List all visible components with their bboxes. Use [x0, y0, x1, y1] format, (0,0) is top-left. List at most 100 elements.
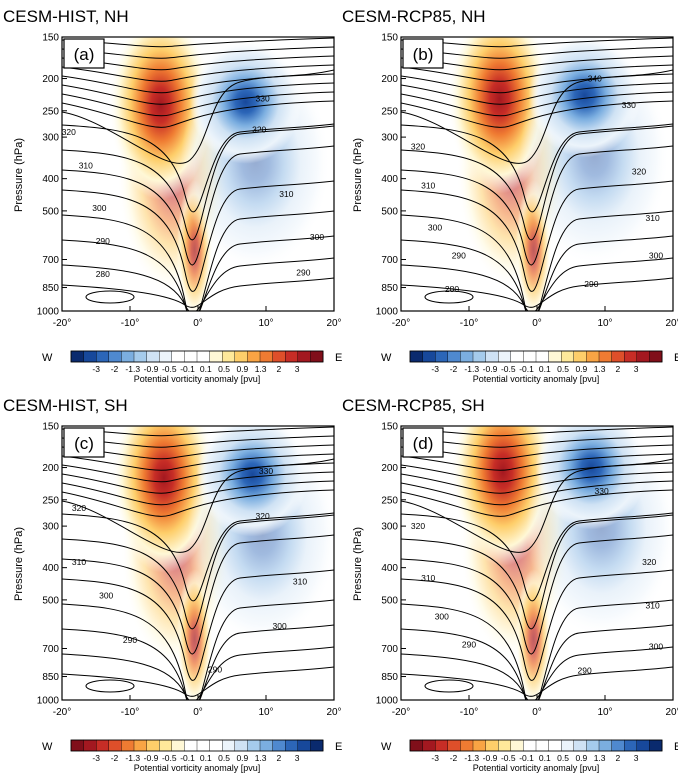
colorbar-cell: [158, 739, 173, 752]
x-tick-label: 20°: [326, 318, 341, 329]
colorbar-cell: [472, 350, 487, 363]
colorbar-cell: [196, 739, 211, 752]
x-tick-label: -10°: [121, 707, 139, 718]
contour-label: 290: [208, 665, 222, 675]
anomaly-field: [447, 37, 670, 311]
colorbar-cell: [184, 739, 198, 752]
colorbar-cell: [285, 739, 299, 752]
colorbar-cell: [146, 350, 160, 363]
y-tick-label: 1000: [37, 307, 60, 318]
isentrope-contour: [62, 462, 334, 483]
colorbar-cell: [510, 350, 524, 363]
colorbar-tick-label: 0.1: [200, 753, 212, 763]
isentrope-contour: [62, 64, 334, 82]
surface-contour: [85, 679, 135, 693]
y-tick-label: 200: [381, 74, 398, 85]
colorbar-cell: [447, 739, 461, 752]
y-tick-label: 300: [381, 133, 398, 144]
y-tick-label: 300: [42, 522, 59, 533]
contour-label: 300: [310, 232, 324, 242]
isentrope-contour: [62, 100, 334, 128]
panel-title: CESM-HIST, NH: [3, 7, 129, 26]
colorbar-tick-label: -1.3: [125, 364, 140, 374]
isentrope-contour: [401, 180, 673, 292]
colorbar-cell: [535, 350, 550, 363]
y-tick-label: 1000: [376, 307, 399, 318]
colorbar-cell: [196, 350, 211, 363]
colorbar-tick-label: -3: [431, 364, 439, 374]
isentrope-contour: [62, 82, 334, 105]
contour-label: 330: [622, 100, 636, 110]
y-tick-label: 700: [42, 255, 59, 266]
colorbar-cell: [649, 739, 663, 752]
y-tick-label: 500: [42, 206, 59, 217]
contour-label: 310: [279, 189, 293, 199]
contour-label: 300: [435, 611, 449, 621]
colorbar-tick-label: 0.1: [539, 364, 551, 374]
colorbar-cell: [498, 350, 512, 363]
colorbar-tick-label: 0.9: [575, 364, 587, 374]
colorbar-tick-label: 3: [295, 364, 300, 374]
isentrope-contour: [401, 462, 673, 483]
contour-label: 290: [123, 635, 137, 645]
isentrope-contour: [401, 489, 673, 517]
contour-label: 320: [411, 521, 425, 531]
isentrope-contour: [401, 599, 673, 700]
contour-label: 320: [62, 127, 76, 137]
colorbar-tick-label: -1.3: [464, 753, 479, 763]
colorbar-tick-label: -3: [431, 753, 439, 763]
anomaly-field: [112, 426, 334, 700]
colorbar-cell: [171, 739, 185, 752]
isentrope-contour: [401, 514, 673, 630]
colorbar-cell: [297, 739, 311, 752]
contour-label: 320: [411, 141, 425, 151]
panel-title: CESM-RCP85, SH: [342, 396, 485, 415]
x-tick-label: 20°: [326, 707, 341, 718]
isentrope-contour: [62, 489, 334, 517]
contour-label: 300: [92, 203, 106, 213]
colorbar-cell: [146, 739, 160, 752]
colorbar-cell: [272, 350, 286, 363]
isentrope-contour: [401, 471, 673, 494]
isentrope-contour: [401, 666, 673, 697]
colorbar-cell: [297, 350, 311, 363]
colorbar-frame: [409, 350, 663, 363]
isentrope-contour: [401, 37, 673, 48]
x-tick-label: 0°: [193, 318, 203, 329]
colorbar-cell: [121, 350, 135, 363]
colorbar-frame: [70, 350, 324, 363]
isentrope-contour: [401, 444, 673, 460]
colorbar-right-label: E: [335, 741, 342, 753]
colorbar-tick-label: 0.5: [218, 364, 230, 374]
contour-lines: [401, 37, 673, 311]
isentrope-contour: [62, 534, 334, 655]
isentrope-contour: [401, 55, 673, 71]
colorbar-tick-label: -2: [450, 364, 458, 374]
colorbar-frame: [409, 739, 663, 752]
contour-label: 310: [421, 181, 435, 191]
y-tick-label: 700: [381, 255, 398, 266]
colorbar-tick-label: -2: [111, 364, 119, 374]
colorbar-cell: [548, 739, 562, 752]
y-tick-label: 500: [42, 595, 59, 606]
panel-label: (d): [413, 434, 434, 453]
panel-label: (a): [74, 45, 95, 64]
y-tick-label: 1000: [376, 696, 399, 707]
colorbar-tick-label: -0.5: [162, 364, 177, 374]
isentrope-contour: [401, 210, 673, 311]
isentrope-contour: [401, 534, 673, 655]
colorbar-cell: [95, 739, 110, 752]
colorbar-cell: [409, 739, 424, 752]
surface-contour: [424, 290, 474, 304]
y-tick-label: 500: [381, 206, 398, 217]
isentrope-contour: [62, 435, 334, 448]
isentrope-contour: [62, 145, 334, 266]
colorbar-cell: [133, 350, 148, 363]
anomaly-center-blue: [528, 37, 641, 158]
colorbar-cell: [460, 350, 474, 363]
x-tick-label: -20°: [392, 318, 410, 329]
colorbar-tick-label: 0.9: [236, 364, 248, 374]
panel-label-box: [63, 38, 105, 69]
colorbar-cell: [158, 350, 173, 363]
colorbar-title: Potential vorticity anomaly [pvu]: [473, 374, 600, 384]
